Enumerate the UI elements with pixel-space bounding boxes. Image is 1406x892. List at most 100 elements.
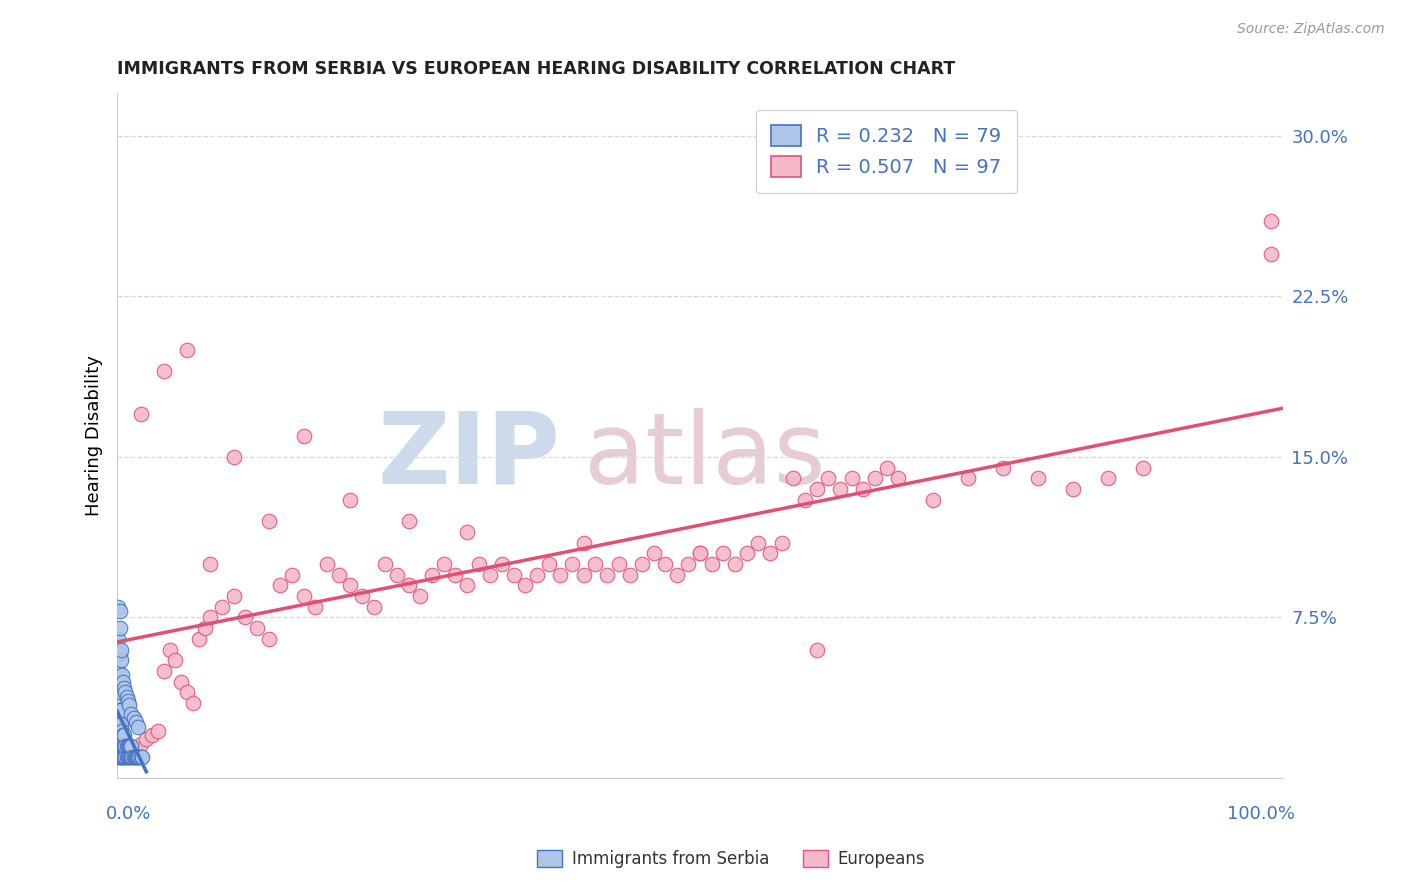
Point [596,567,619,582]
Point [112,728,135,742]
Point [887,471,910,485]
Point [747,535,769,549]
Point [398,578,420,592]
Point [572,567,595,582]
Point [129,749,152,764]
Point [269,578,291,592]
Point [281,567,304,582]
Point [222,589,245,603]
Point [108,685,131,699]
Point [153,364,176,378]
Point [110,702,132,716]
Point [122,749,145,764]
Point [108,647,131,661]
Point [246,621,269,635]
Point [107,723,129,738]
Point [200,557,222,571]
Point [350,589,373,603]
Point [770,535,793,549]
Point [135,732,157,747]
Point [374,557,396,571]
Point [120,749,142,764]
Point [129,407,152,421]
Point [110,717,132,731]
Point [112,739,135,753]
Point [363,599,385,614]
Point [153,664,176,678]
Point [689,546,711,560]
Point [114,749,136,764]
Point [110,732,132,747]
Point [782,471,804,485]
Point [292,589,315,603]
Point [1260,214,1282,228]
Point [176,685,198,699]
Point [107,728,129,742]
Point [111,732,134,747]
Point [108,621,131,635]
Point [127,749,149,764]
Point [841,471,863,485]
Point [111,668,134,682]
Point [339,578,361,592]
Point [112,749,135,764]
Point [817,471,839,485]
Point [619,567,641,582]
Point [110,749,132,764]
Point [107,599,129,614]
Point [491,557,513,571]
Point [107,717,129,731]
Point [385,567,408,582]
Point [110,745,132,759]
Point [125,749,148,764]
Point [922,492,945,507]
Point [107,664,129,678]
Point [170,674,193,689]
Point [187,632,209,646]
Point [108,728,131,742]
Point [107,749,129,764]
Point [107,732,129,747]
Point [211,599,233,614]
Point [108,745,131,759]
Point [129,737,152,751]
Point [806,642,828,657]
Point [146,723,169,738]
Point [115,739,138,753]
Point [118,745,141,759]
Point [121,749,143,764]
Point [107,711,129,725]
Legend: R = 0.232   N = 79, R = 0.507   N = 97: R = 0.232 N = 79, R = 0.507 N = 97 [756,110,1017,193]
Point [110,642,132,657]
Point [689,546,711,560]
Point [159,642,181,657]
Point [122,711,145,725]
Point [108,723,131,738]
Point [111,749,134,764]
Point [561,557,583,571]
Point [111,745,134,759]
Point [863,471,886,485]
Point [678,557,700,571]
Point [433,557,456,571]
Point [479,567,502,582]
Point [456,578,478,592]
Text: IMMIGRANTS FROM SERBIA VS EUROPEAN HEARING DISABILITY CORRELATION CHART: IMMIGRANTS FROM SERBIA VS EUROPEAN HEARI… [117,60,956,78]
Point [292,428,315,442]
Point [117,694,139,708]
Point [993,460,1015,475]
Point [181,696,204,710]
Point [115,690,138,704]
Point [108,604,131,618]
Point [735,546,758,560]
Point [108,711,131,725]
Point [467,557,489,571]
Point [654,557,676,571]
Y-axis label: Hearing Disability: Hearing Disability [86,355,103,516]
Point [108,702,131,716]
Point [456,524,478,539]
Point [110,723,132,738]
Point [607,557,630,571]
Point [957,471,980,485]
Point [852,482,875,496]
